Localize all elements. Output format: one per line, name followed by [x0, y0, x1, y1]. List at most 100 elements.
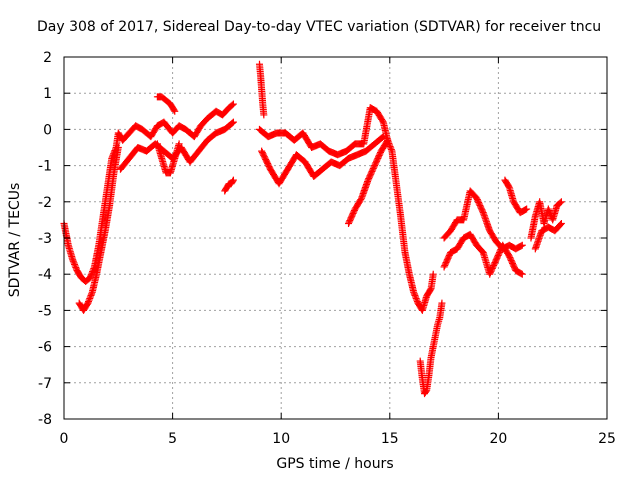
- data-point: [229, 176, 237, 184]
- data-point: [84, 299, 92, 307]
- data-point: [108, 153, 116, 161]
- data-point: [71, 260, 79, 268]
- data-point: [379, 133, 387, 141]
- y-tick-label: -1: [38, 159, 52, 175]
- data-point: [70, 259, 78, 267]
- data-point: [387, 146, 395, 154]
- series-end-trace: [527, 198, 565, 242]
- y-tick-label: 2: [43, 50, 52, 66]
- x-tick-label: 25: [598, 431, 616, 447]
- data-point: [88, 290, 96, 298]
- data-point: [556, 221, 564, 229]
- x-tick-label: 0: [60, 431, 69, 447]
- data-point: [89, 266, 97, 274]
- data-point: [386, 142, 394, 150]
- series-mid-trace-upper: [255, 104, 392, 159]
- data-points: [60, 60, 565, 398]
- data-point: [378, 133, 386, 141]
- data-point: [387, 144, 395, 152]
- chart-title: Day 308 of 2017, Sidereal Day-to-day VTE…: [37, 19, 602, 35]
- data-point: [557, 198, 565, 206]
- data-point: [87, 291, 95, 299]
- data-point: [557, 220, 565, 228]
- data-point: [426, 286, 434, 294]
- data-point: [114, 144, 122, 151]
- data-point: [556, 199, 564, 207]
- data-point: [413, 296, 421, 304]
- data-point: [410, 290, 418, 298]
- y-tick-label: -4: [38, 267, 52, 283]
- data-point: [228, 119, 236, 127]
- data-point: [429, 270, 437, 278]
- series-mid-trace-lower: [258, 133, 387, 188]
- x-axis-label: GPS time / hours: [276, 456, 394, 472]
- grid-lines: [64, 57, 607, 419]
- data-point: [385, 139, 393, 147]
- data-point: [517, 270, 525, 278]
- data-point: [229, 118, 237, 126]
- series-late-trace-upper: [440, 187, 526, 253]
- data-point: [171, 107, 179, 115]
- data-point: [108, 154, 116, 162]
- series-hump: [153, 93, 179, 115]
- y-tick-label: -5: [38, 303, 52, 319]
- series-descending-branch: [345, 136, 392, 228]
- data-point: [88, 269, 96, 277]
- y-tick-label: -2: [38, 195, 52, 211]
- data-point: [85, 298, 93, 306]
- data-point: [384, 138, 392, 146]
- data-point: [518, 241, 526, 249]
- data-point: [72, 263, 80, 271]
- x-tick-label: 15: [381, 431, 399, 447]
- series-late-trace-lower: [440, 230, 526, 278]
- data-point: [71, 262, 79, 270]
- data-point: [412, 293, 420, 301]
- series-deep-dip: [416, 299, 446, 398]
- data-point: [385, 141, 393, 149]
- y-tick-label: 1: [43, 86, 52, 102]
- data-point: [522, 206, 530, 214]
- data-point: [86, 295, 94, 303]
- axis-ticks: 0 5 10 15 20 25 -8 -7 -6 -5 -4 -3 -2 -1 0 1 2: [38, 50, 616, 447]
- series-isolated-segment: [221, 176, 237, 195]
- y-tick-label: -7: [38, 376, 52, 392]
- data-point: [170, 106, 178, 114]
- series-steep-drop: [384, 136, 437, 314]
- data-point: [438, 299, 446, 307]
- data-point: [260, 111, 268, 119]
- series-dip: [153, 140, 183, 177]
- y-tick-label: -3: [38, 231, 52, 247]
- series-bump: [501, 176, 531, 217]
- data-point: [228, 101, 236, 109]
- y-tick-label: -6: [38, 340, 52, 356]
- data-point: [229, 100, 237, 108]
- x-tick-label: 5: [168, 431, 177, 447]
- data-point: [545, 207, 553, 215]
- y-tick-label: 0: [43, 122, 52, 138]
- data-point: [410, 288, 418, 296]
- data-point: [85, 296, 93, 304]
- series-main-trace: [60, 100, 237, 285]
- data-point: [518, 270, 526, 278]
- data-point: [109, 151, 117, 159]
- data-point: [175, 140, 183, 148]
- data-point: [384, 136, 392, 144]
- y-tick-label: -8: [38, 412, 52, 428]
- data-point: [544, 205, 552, 213]
- data-point: [69, 257, 77, 265]
- x-tick-label: 10: [272, 431, 290, 447]
- series-lower-branch: [75, 144, 122, 314]
- data-point: [412, 295, 420, 303]
- data-point: [479, 207, 487, 215]
- series-spike: [255, 60, 268, 119]
- data-point: [89, 268, 97, 276]
- x-tick-label: 20: [489, 431, 507, 447]
- data-point: [422, 387, 430, 395]
- series-end-trace-lower: [531, 220, 565, 253]
- data-point: [229, 177, 237, 185]
- data-point: [523, 205, 531, 213]
- y-axis-label: SDTVAR / TECUs: [7, 182, 23, 298]
- data-point: [86, 293, 94, 301]
